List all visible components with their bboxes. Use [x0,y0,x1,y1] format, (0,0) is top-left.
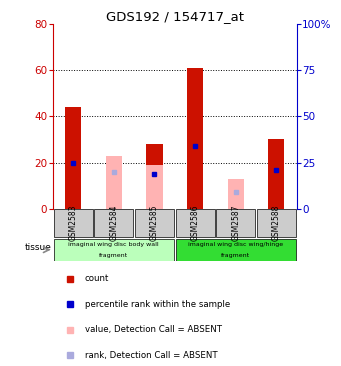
Text: GSM2583: GSM2583 [69,205,78,241]
Text: imaginal wing disc body wall: imaginal wing disc body wall [69,242,159,247]
Text: GSM2588: GSM2588 [272,205,281,241]
Bar [146,165,163,209]
Text: GSM2586: GSM2586 [191,205,199,241]
Text: percentile rank within the sample: percentile rank within the sample [85,300,230,309]
Bar [106,156,122,209]
Text: fragment: fragment [221,253,250,258]
Text: count: count [85,274,109,283]
Bar [176,239,296,261]
Text: tissue: tissue [24,243,51,251]
Bar [268,139,284,209]
Text: value, Detection Call = ABSENT: value, Detection Call = ABSENT [85,325,222,334]
Bar [146,144,163,209]
Bar [176,209,214,237]
Text: GSM2587: GSM2587 [231,205,240,241]
Text: imaginal wing disc wing/hinge: imaginal wing disc wing/hinge [188,242,283,247]
Text: fragment: fragment [99,253,128,258]
Bar [54,239,174,261]
Text: GSM2584: GSM2584 [109,205,118,241]
Bar [257,209,296,237]
Bar [135,209,174,237]
Text: rank, Detection Call = ABSENT: rank, Detection Call = ABSENT [85,351,217,360]
Bar [54,209,93,237]
Bar [227,179,244,209]
Bar [65,107,81,209]
Bar [94,209,133,237]
Text: GSM2585: GSM2585 [150,205,159,241]
Bar [187,68,203,209]
Title: GDS192 / 154717_at: GDS192 / 154717_at [106,10,244,23]
Bar [216,209,255,237]
